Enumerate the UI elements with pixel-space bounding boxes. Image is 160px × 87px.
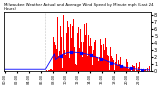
Bar [83, 42, 84, 71]
Bar [56, 49, 57, 71]
Bar [107, 55, 108, 71]
Bar [100, 45, 102, 71]
Bar [67, 21, 68, 71]
Bar [94, 42, 96, 71]
Bar [139, 62, 140, 71]
Bar [147, 68, 148, 71]
Bar [103, 44, 104, 71]
Bar [73, 19, 74, 71]
Bar [86, 23, 87, 71]
Bar [115, 62, 116, 71]
Bar [55, 45, 56, 71]
Bar [58, 56, 59, 71]
Bar [110, 47, 111, 71]
Bar [123, 67, 124, 71]
Bar [105, 38, 106, 71]
Bar [97, 61, 99, 71]
Bar [66, 33, 67, 71]
Bar [120, 57, 121, 71]
Bar [133, 66, 134, 71]
Bar [80, 29, 81, 71]
Bar [90, 38, 91, 71]
Bar [104, 50, 105, 71]
Bar [130, 69, 131, 71]
Bar [125, 67, 126, 71]
Bar [87, 56, 88, 71]
Bar [57, 17, 58, 71]
Bar [72, 26, 73, 71]
Bar [109, 70, 110, 71]
Bar [111, 56, 112, 71]
Bar [76, 65, 77, 71]
Bar [53, 37, 54, 71]
Bar [75, 64, 76, 71]
Bar [145, 69, 146, 71]
Bar [69, 58, 70, 71]
Bar [143, 70, 144, 71]
Bar [63, 15, 64, 71]
Bar [48, 70, 49, 71]
Bar [71, 38, 72, 71]
Bar [128, 69, 129, 71]
Bar [137, 70, 138, 71]
Bar [62, 68, 63, 71]
Bar [99, 57, 100, 71]
Bar [112, 58, 113, 71]
Bar [114, 70, 115, 71]
Bar [92, 65, 93, 71]
Bar [102, 58, 103, 71]
Bar [126, 59, 127, 71]
Bar [64, 50, 65, 71]
Bar [46, 70, 47, 71]
Bar [78, 27, 79, 71]
Bar [138, 67, 139, 71]
Bar [52, 70, 53, 71]
Text: Milwaukee Weather Actual and Average Wind Speed by Minute mph (Last 24 Hours): Milwaukee Weather Actual and Average Win… [4, 3, 154, 11]
Bar [54, 42, 55, 71]
Bar [91, 46, 92, 71]
Bar [144, 70, 145, 71]
Bar [141, 70, 142, 71]
Bar [142, 69, 143, 71]
Bar [93, 50, 94, 71]
Bar [116, 54, 117, 71]
Bar [149, 66, 150, 71]
Bar [59, 51, 60, 71]
Bar [74, 47, 75, 71]
Bar [121, 66, 122, 71]
Bar [61, 37, 62, 71]
Bar [50, 69, 51, 71]
Bar [79, 48, 80, 71]
Bar [96, 57, 97, 71]
Bar [82, 57, 83, 71]
Bar [85, 35, 86, 71]
Bar [134, 66, 135, 71]
Bar [70, 24, 71, 71]
Bar [68, 27, 69, 71]
Bar [113, 60, 114, 71]
Bar [81, 42, 82, 71]
Bar [77, 33, 78, 71]
Bar [122, 65, 123, 71]
Bar [124, 67, 125, 71]
Bar [127, 62, 128, 71]
Bar [84, 24, 85, 71]
Bar [136, 63, 137, 71]
Bar [49, 70, 50, 71]
Bar [88, 35, 89, 71]
Bar [119, 64, 120, 71]
Bar [60, 26, 61, 71]
Bar [118, 60, 119, 71]
Bar [89, 46, 90, 71]
Bar [132, 65, 133, 71]
Bar [51, 69, 52, 71]
Bar [117, 65, 118, 71]
Bar [65, 55, 66, 71]
Bar [108, 56, 109, 71]
Bar [106, 47, 107, 71]
Bar [129, 68, 130, 71]
